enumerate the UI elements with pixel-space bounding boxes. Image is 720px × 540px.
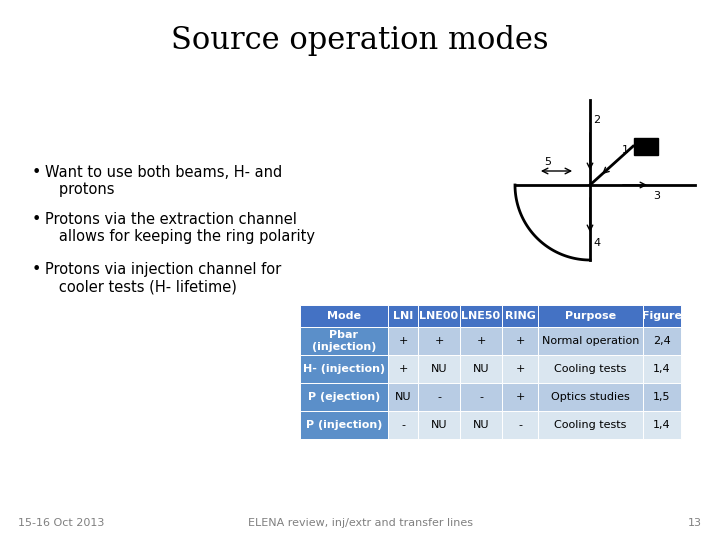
Text: LNI: LNI xyxy=(393,311,413,321)
Text: 1: 1 xyxy=(622,145,629,155)
Text: +: + xyxy=(398,364,408,374)
Bar xyxy=(418,327,460,355)
Text: Pbar
(injection): Pbar (injection) xyxy=(312,330,376,352)
Text: Source operation modes: Source operation modes xyxy=(171,24,549,56)
Text: LNE50: LNE50 xyxy=(462,311,500,321)
Bar xyxy=(643,355,681,383)
Text: -: - xyxy=(401,420,405,430)
Bar xyxy=(460,355,502,383)
Bar xyxy=(538,327,643,355)
Bar xyxy=(460,305,502,327)
Bar xyxy=(418,411,460,439)
Bar xyxy=(634,138,658,154)
Text: •: • xyxy=(32,262,41,277)
Bar xyxy=(388,355,418,383)
Text: 2,4: 2,4 xyxy=(653,336,671,346)
Text: Optics studies: Optics studies xyxy=(551,392,630,402)
Text: Normal operation: Normal operation xyxy=(542,336,639,346)
Text: 4: 4 xyxy=(593,238,600,248)
Text: -: - xyxy=(479,392,483,402)
Text: 5: 5 xyxy=(544,157,552,167)
Text: +: + xyxy=(516,336,525,346)
Text: Mode: Mode xyxy=(327,311,361,321)
Text: Protons via injection channel for
   cooler tests (H- lifetime): Protons via injection channel for cooler… xyxy=(45,262,282,294)
Text: NU: NU xyxy=(473,420,490,430)
Bar xyxy=(300,327,388,355)
Text: NU: NU xyxy=(395,392,411,402)
Bar xyxy=(300,355,388,383)
Text: 1,4: 1,4 xyxy=(653,420,671,430)
Text: -: - xyxy=(518,420,522,430)
Bar xyxy=(300,411,388,439)
Text: Cooling tests: Cooling tests xyxy=(554,420,626,430)
Text: NU: NU xyxy=(431,420,447,430)
Bar xyxy=(502,383,538,411)
Bar xyxy=(388,383,418,411)
Bar xyxy=(418,383,460,411)
Bar xyxy=(538,383,643,411)
Text: NU: NU xyxy=(431,364,447,374)
Bar xyxy=(460,327,502,355)
Text: 13: 13 xyxy=(688,518,702,528)
Text: 2: 2 xyxy=(593,115,600,125)
Bar xyxy=(643,383,681,411)
Text: ELENA review, inj/extr and transfer lines: ELENA review, inj/extr and transfer line… xyxy=(248,518,472,528)
Bar xyxy=(300,305,388,327)
Bar xyxy=(300,383,388,411)
Bar xyxy=(460,411,502,439)
Text: 15-16 Oct 2013: 15-16 Oct 2013 xyxy=(18,518,104,528)
Bar xyxy=(418,305,460,327)
Text: +: + xyxy=(516,364,525,374)
Bar xyxy=(643,305,681,327)
Bar xyxy=(502,305,538,327)
Bar xyxy=(502,327,538,355)
Text: +: + xyxy=(434,336,444,346)
Text: RING: RING xyxy=(505,311,536,321)
Text: Want to use both beams, H- and
   protons: Want to use both beams, H- and protons xyxy=(45,165,282,198)
Bar xyxy=(502,411,538,439)
Text: Cooling tests: Cooling tests xyxy=(554,364,626,374)
Bar xyxy=(502,355,538,383)
Text: -: - xyxy=(437,392,441,402)
Bar xyxy=(538,305,643,327)
Bar xyxy=(538,411,643,439)
Text: Figure: Figure xyxy=(642,311,682,321)
Text: +: + xyxy=(516,392,525,402)
Text: H- (injection): H- (injection) xyxy=(303,364,385,374)
Text: P (ejection): P (ejection) xyxy=(308,392,380,402)
Bar xyxy=(388,327,418,355)
Bar xyxy=(388,305,418,327)
Text: •: • xyxy=(32,165,41,180)
Text: +: + xyxy=(477,336,486,346)
Bar xyxy=(460,383,502,411)
Text: 1,4: 1,4 xyxy=(653,364,671,374)
Bar xyxy=(418,355,460,383)
Text: P (injection): P (injection) xyxy=(306,420,382,430)
Bar xyxy=(388,411,418,439)
Text: 1,5: 1,5 xyxy=(653,392,671,402)
Text: NU: NU xyxy=(473,364,490,374)
Bar xyxy=(643,411,681,439)
Text: 3: 3 xyxy=(653,191,660,201)
Text: Protons via the extraction channel
   allows for keeping the ring polarity: Protons via the extraction channel allow… xyxy=(45,212,315,245)
Text: •: • xyxy=(32,212,41,227)
Bar xyxy=(538,355,643,383)
Text: +: + xyxy=(398,336,408,346)
Text: Purpose: Purpose xyxy=(565,311,616,321)
Text: LNE00: LNE00 xyxy=(420,311,459,321)
Bar xyxy=(643,327,681,355)
